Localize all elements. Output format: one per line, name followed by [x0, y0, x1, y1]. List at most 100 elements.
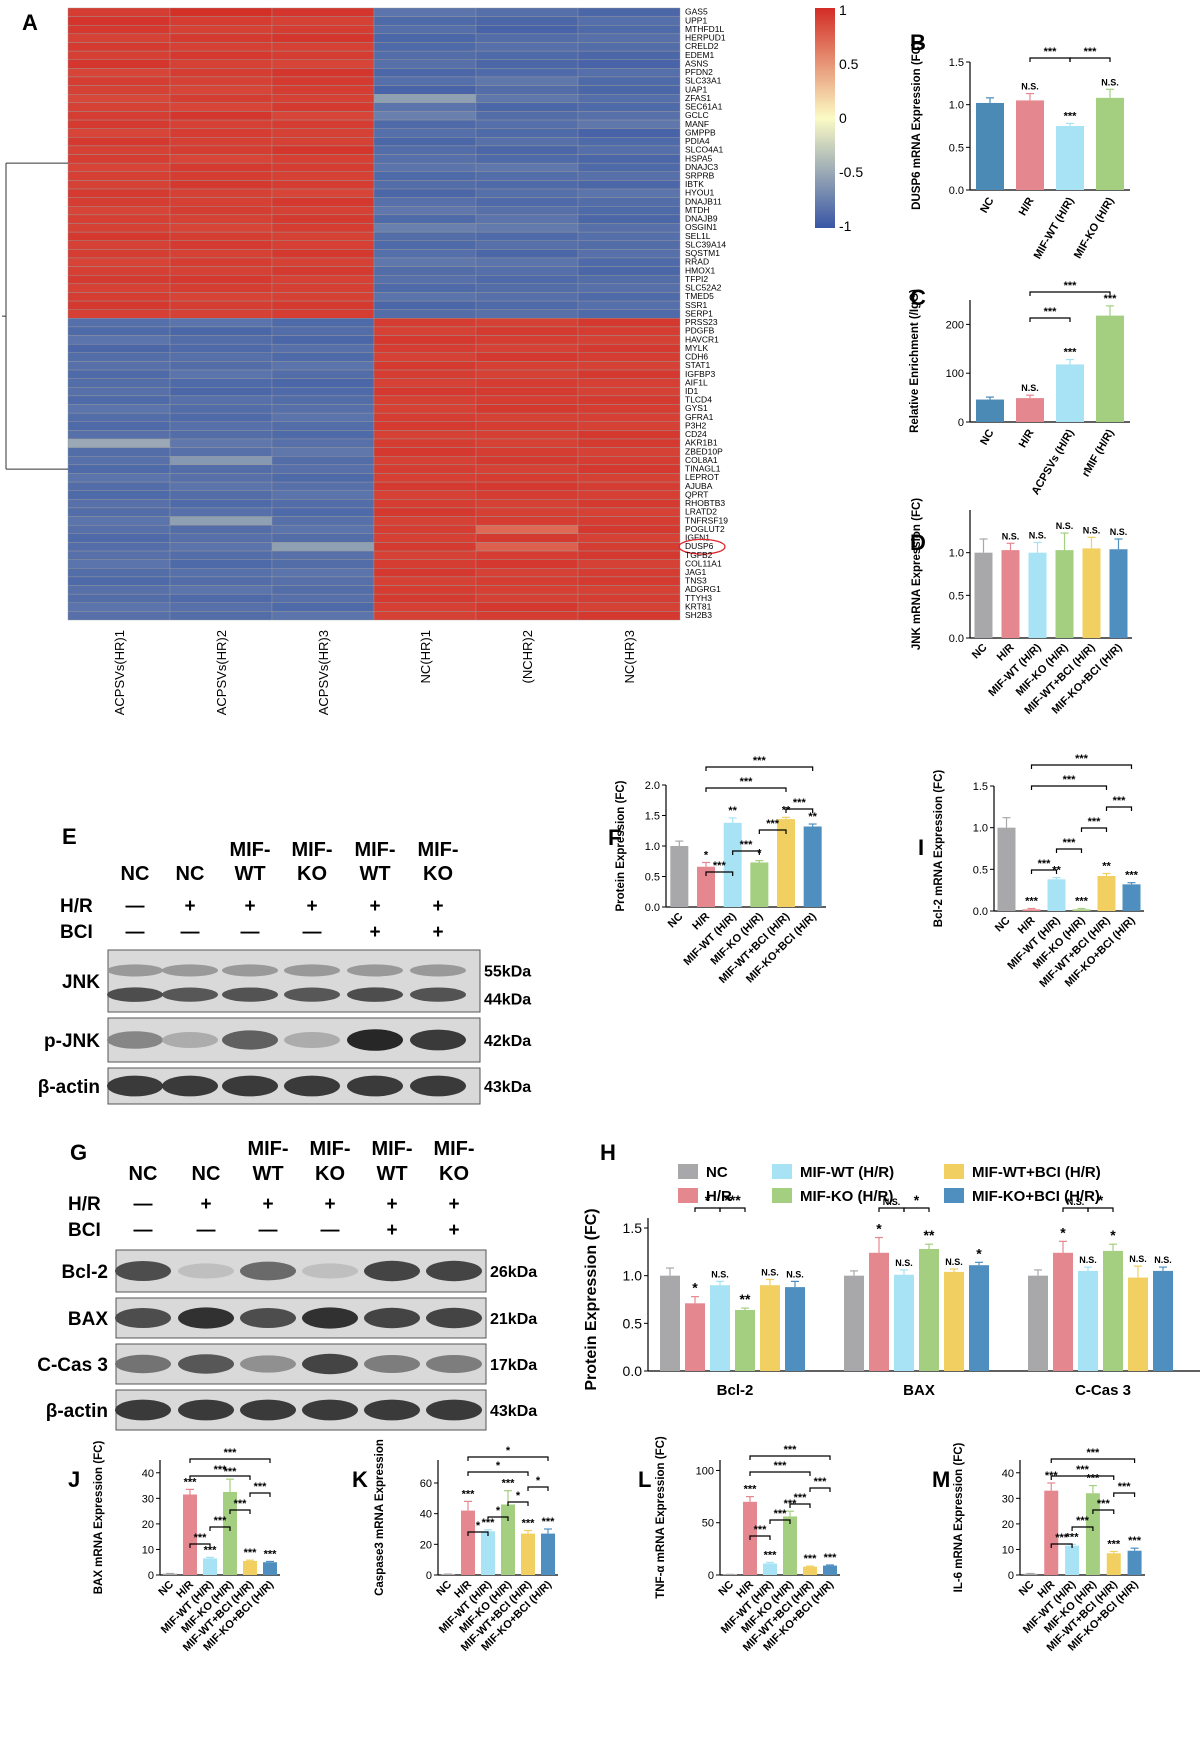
heatmap-column-label: ACPSVs(HR)3: [316, 630, 331, 715]
heatmap-cell: [67, 412, 171, 422]
heatmap-cell: [67, 516, 171, 526]
lane-header: WT: [359, 863, 390, 885]
treatment-mark: +: [262, 1194, 273, 1215]
heatmap-cell: [475, 249, 579, 259]
molecular-weight-label: 44kDa: [484, 991, 531, 1008]
significance-label: ***: [1128, 1535, 1142, 1547]
heatmap-cell: [271, 16, 375, 26]
heatmap-cell: [169, 154, 273, 164]
treatment-mark: +: [369, 922, 380, 943]
bar: [869, 1252, 889, 1371]
significance-label: N.S.: [1002, 531, 1020, 541]
heatmap-cell: [475, 430, 579, 440]
heatmap-cell: [475, 438, 579, 448]
heatmap-cell: [577, 499, 681, 509]
heatmap-cell: [169, 214, 273, 224]
heatmap-cell: [577, 576, 681, 586]
protein-band: [107, 1031, 163, 1049]
heatmap-column-label: ACPSVs(HR)1: [112, 630, 127, 715]
y-axis-title: Protein Expression (FC): [615, 780, 627, 911]
significance-bracket: [1029, 291, 1111, 296]
heatmap-cell: [67, 507, 171, 517]
bar: [1001, 550, 1020, 638]
heatmap-cell: [373, 507, 477, 517]
treatment-mark: +: [432, 896, 443, 917]
bracket-label: ***: [1076, 1515, 1090, 1527]
heatmap-cell: [577, 507, 681, 517]
heatmap-row-label: PFDN2: [685, 67, 713, 77]
bar: [919, 1248, 939, 1371]
heatmap-cell: [169, 438, 273, 448]
heatmap-cell: [475, 231, 579, 241]
y-tick-label: 0.5: [949, 590, 964, 602]
heatmap-row-label: SQSTM1: [685, 248, 720, 258]
y-tick-label: 1.0: [949, 100, 964, 112]
heatmap-column-label: ACPSVs(HR)2: [214, 630, 229, 715]
heatmap-row-label: HSPA5: [685, 153, 713, 163]
heatmap-cell: [373, 542, 477, 552]
heatmap-cell: [67, 602, 171, 612]
heatmap-cell: [475, 335, 579, 345]
heatmap-cell: [169, 128, 273, 138]
heatmap-cell: [373, 404, 477, 414]
heatmap-cell: [577, 154, 681, 164]
heatmap-cell: [475, 361, 579, 371]
heatmap-cell: [67, 499, 171, 509]
heatmap-cell: [475, 7, 579, 17]
molecular-weight-label: 21kDa: [490, 1311, 537, 1328]
heatmap-row-label: MTDH: [685, 205, 710, 215]
heatmap-cell: [271, 7, 375, 17]
significance-label: ***: [244, 1547, 258, 1559]
bar: [1028, 552, 1047, 638]
y-tick-label: 100: [946, 368, 964, 380]
protein-band: [364, 1399, 420, 1421]
significance-bracket: [789, 1503, 811, 1508]
treatment-mark: —: [241, 922, 260, 943]
protein-band: [178, 1399, 234, 1421]
y-tick-label: 2.0: [645, 780, 660, 792]
heatmap-cell: [67, 223, 171, 233]
heatmap-cell: [577, 137, 681, 147]
heatmap-cell: [67, 85, 171, 95]
heatmap-cell: [67, 464, 171, 474]
colorbar-tick-label: -1: [839, 218, 852, 234]
heatmap-cell: [577, 318, 681, 328]
heatmap-cell: [169, 507, 273, 517]
bar: [243, 1560, 257, 1575]
bracket-label: ***: [753, 755, 767, 767]
protein-band: [240, 1308, 296, 1328]
heatmap-cell: [577, 473, 681, 483]
heatmap-cell: [475, 50, 579, 60]
significance-bracket: [1092, 1509, 1115, 1514]
heatmap-cell: [169, 568, 273, 578]
heatmap-cell: [475, 404, 579, 414]
heatmap-cell: [373, 378, 477, 388]
treatment-mark: —: [321, 1220, 340, 1241]
heatmap-cell: [169, 292, 273, 302]
bracket-label: ***: [784, 1444, 798, 1456]
heatmap-cell: [475, 300, 579, 310]
protein-band: [426, 1260, 482, 1282]
y-axis-title: DUSP6 mRNA Expression (FC): [911, 42, 923, 210]
heatmap-cell: [271, 111, 375, 121]
y-tick-label: 30: [142, 1493, 154, 1505]
heatmap-cell: [271, 257, 375, 267]
bracket-label: ***: [234, 1498, 248, 1510]
x-tick-label: H/R: [1017, 427, 1037, 449]
legend-swatch: [772, 1188, 792, 1203]
bar: [660, 1275, 680, 1371]
heatmap-row-label: CDH6: [685, 352, 708, 362]
heatmap-cell: [577, 361, 681, 371]
heatmap-cell: [67, 16, 171, 26]
heatmap-cell: [169, 162, 273, 172]
heatmap-cell: [271, 602, 375, 612]
heatmap-cell: [67, 430, 171, 440]
heatmap-cell: [67, 59, 171, 69]
bar: [1127, 1550, 1142, 1575]
treatment-mark: +: [324, 1194, 335, 1215]
heatmap-cell: [373, 162, 477, 172]
heatmap-row-label: STAT1: [685, 360, 710, 370]
bar: [750, 862, 769, 907]
y-axis-title: BAX mRNA Expression (FC): [93, 1441, 105, 1595]
heatmap-cell: [67, 481, 171, 491]
